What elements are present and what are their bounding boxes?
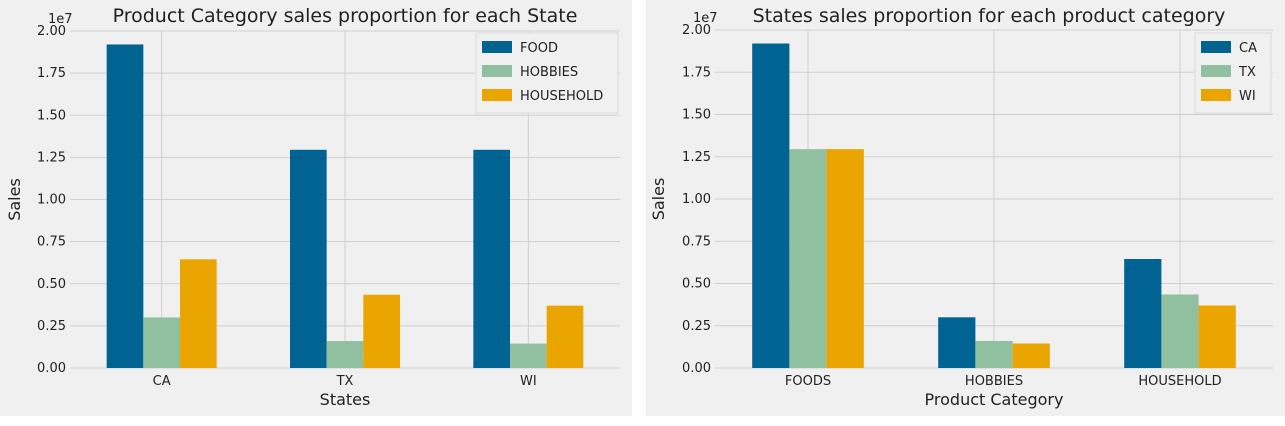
y-tick-label: 0.50	[37, 277, 66, 292]
bar-hobbies-tx	[326, 341, 364, 368]
y-multiplier: 1e7	[693, 11, 718, 26]
y-tick-label: 1.00	[37, 193, 66, 208]
y-tick-label: 0.75	[682, 234, 711, 249]
bar-hobbies-wi	[510, 343, 547, 368]
x-tick-label: CA	[153, 374, 171, 389]
legend-entry: TX	[1238, 65, 1256, 80]
legend-entry: HOBBIES	[520, 65, 578, 80]
bar-household-ca	[180, 259, 217, 368]
y-axis-label: Sales	[649, 178, 668, 221]
y-tick-label: 1.00	[682, 192, 711, 207]
legend-swatch	[482, 41, 512, 53]
y-tick-label: 0.25	[682, 319, 711, 334]
x-tick-label: TX	[336, 374, 354, 389]
chart-product-category-by-state: 0.00 0.25 0.50 0.75 1.00 1.25 1.50 1.75 2.00 CA TX…	[5, 5, 620, 409]
chart-title: Product Category sales proportion for ea…	[113, 5, 578, 27]
bar-wi-hobbies	[1012, 343, 1050, 368]
y-multiplier: 1e7	[48, 12, 73, 27]
bar-ca-foods	[752, 43, 790, 369]
y-tick-label: 2.00	[37, 24, 66, 39]
bar-tx-household	[1161, 294, 1199, 368]
bar-ca-household	[1124, 258, 1162, 368]
x-tick-label: FOODS	[785, 374, 831, 389]
y-tick-label: 0.00	[37, 361, 66, 376]
legend-entry: CA	[1239, 41, 1257, 56]
bar-tx-hobbies	[975, 340, 1013, 368]
legend: FOOD HOBBIES HOUSEHOLD	[475, 32, 619, 114]
x-tick-label: HOUSEHOLD	[1138, 374, 1221, 389]
bar-food-tx	[290, 149, 327, 368]
y-tick-label: 0.50	[682, 277, 711, 292]
y-tick-label: 1.50	[37, 108, 66, 123]
x-axis-label: Product Category	[925, 390, 1064, 409]
chart-states-by-product-category: 0.00 0.25 0.50 0.75 1.00 1.25 1.50 1.75 2.00 FOOD…	[649, 5, 1273, 409]
y-tick-label: 0.75	[37, 235, 66, 250]
legend: CA TX WI	[1194, 32, 1272, 114]
y-tick-label: 1.75	[37, 66, 66, 81]
chart-title: States sales proportion for each product…	[753, 5, 1226, 27]
bar-wi-household	[1198, 305, 1236, 368]
legend-swatch	[1201, 65, 1231, 77]
bar-food-ca	[106, 44, 144, 368]
bar-food-wi	[473, 149, 510, 368]
legend-entry: WI	[1239, 89, 1256, 104]
y-tick-label: 0.00	[682, 361, 711, 376]
legend-entry: HOUSEHOLD	[520, 89, 603, 104]
chart-panel-right: 0.00 0.25 0.50 0.75 1.00 1.25 1.50 1.75 2.00 FOOD…	[646, 0, 1285, 416]
bar-hobbies-ca	[143, 317, 180, 368]
y-tick-label: 1.50	[682, 108, 711, 123]
chart-panel-left: 0.00 0.25 0.50 0.75 1.00 1.25 1.50 1.75 2.00 CA TX…	[0, 0, 632, 416]
legend-swatch	[1201, 41, 1231, 53]
legend-entry: FOOD	[520, 41, 558, 56]
y-tick-label: 0.25	[37, 319, 66, 334]
y-tick-label: 1.25	[682, 150, 711, 165]
bar-wi-foods	[826, 149, 864, 368]
legend-swatch	[482, 89, 512, 101]
bar-tx-foods	[789, 149, 827, 368]
y-tick-label: 1.25	[37, 150, 66, 165]
y-axis-label: Sales	[5, 178, 24, 221]
bar-household-tx	[363, 294, 400, 368]
y-tick-label: 1.75	[682, 65, 711, 80]
y-tick-label: 2.00	[682, 23, 711, 38]
legend-swatch	[482, 65, 512, 77]
bar-ca-hobbies	[938, 317, 976, 368]
legend-swatch	[1201, 89, 1231, 101]
x-axis-label: States	[320, 390, 371, 409]
x-tick-label: WI	[520, 374, 537, 389]
bar-household-wi	[546, 305, 584, 368]
x-tick-label: HOBBIES	[965, 374, 1023, 389]
